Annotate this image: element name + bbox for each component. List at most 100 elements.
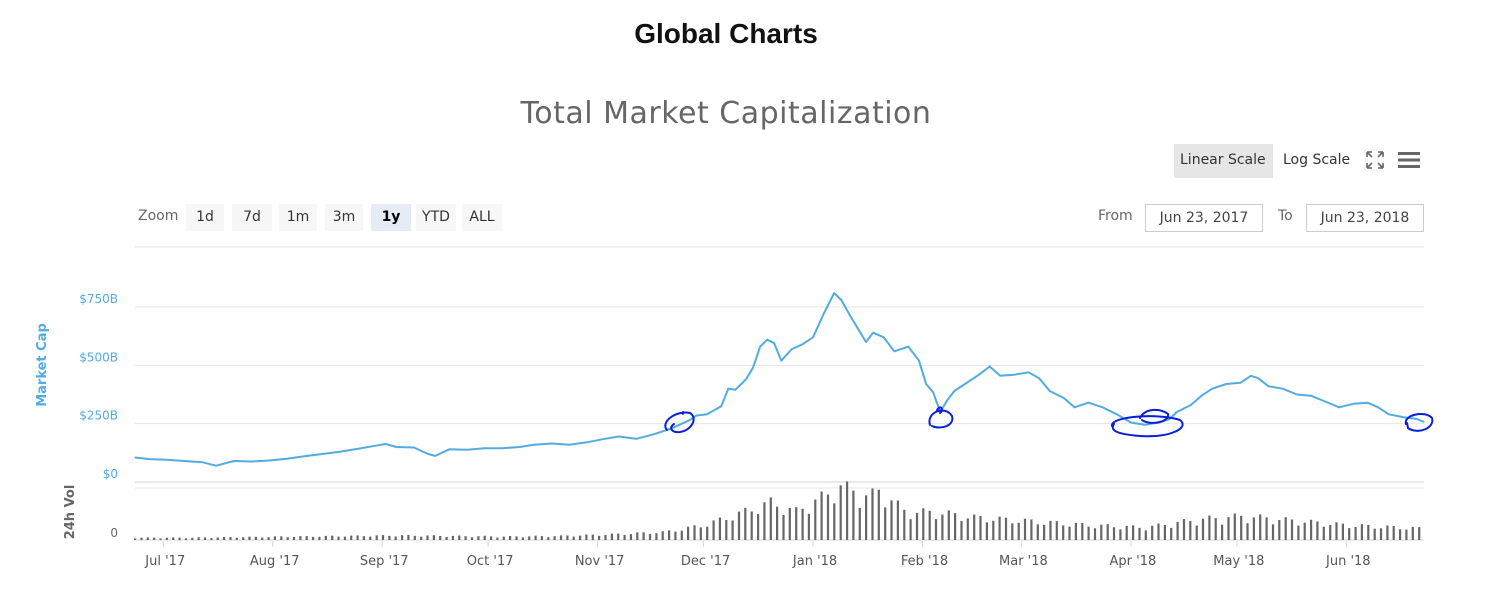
x-tick-label: Mar '18 [999, 554, 1048, 569]
volume-bar [966, 518, 969, 540]
log-scale-button[interactable]: Log Scale [1283, 152, 1351, 168]
zoom-button-ytd[interactable]: YTD [416, 204, 456, 231]
volume-bar [242, 537, 245, 540]
volume-bar [401, 535, 404, 540]
volume-bar [1074, 522, 1077, 540]
volume-bar [928, 510, 931, 540]
volume-bar [668, 530, 671, 540]
annotation-circle [1404, 413, 1434, 432]
range-from-input[interactable] [1145, 204, 1263, 232]
volume-bar [1259, 514, 1262, 540]
market-cap-point [586, 441, 588, 443]
volume-bar [833, 503, 836, 540]
x-tick-label: Feb '18 [901, 554, 948, 569]
market-cap-point [883, 336, 885, 338]
menu-icon[interactable] [1397, 150, 1421, 170]
x-tick-label: Jun '18 [1325, 554, 1371, 569]
fullscreen-icon[interactable] [1365, 150, 1385, 170]
volume-bar [1151, 525, 1154, 540]
volume-bar [979, 516, 982, 540]
market-cap-point [551, 442, 553, 445]
market-cap-point [745, 378, 747, 380]
volume-bar [763, 502, 766, 540]
linear-scale-button[interactable]: Linear Scale [1174, 144, 1273, 178]
market-cap-point [385, 443, 387, 445]
volume-bar [1392, 526, 1395, 540]
volume-bar [636, 532, 639, 540]
volume-bar [648, 533, 652, 540]
market-cap-point [374, 445, 376, 447]
volume-bar [680, 530, 683, 540]
volume-bar [496, 537, 499, 540]
market-cap-point [1423, 421, 1425, 423]
market-cap-point [618, 435, 620, 438]
market-cap-point [907, 346, 910, 348]
volume-bar [413, 535, 416, 540]
market-cap-point [501, 447, 503, 449]
market-cap-point [1388, 413, 1390, 415]
range-to-input[interactable] [1306, 204, 1424, 232]
market-cap-point [635, 438, 638, 440]
market-cap-point [1038, 377, 1040, 379]
volume-bar [362, 536, 365, 540]
volume-bar [757, 514, 760, 540]
volume-bar [934, 519, 938, 540]
volume-bar [1182, 519, 1186, 540]
volume-bar [337, 536, 340, 540]
market-cap-point [1239, 382, 1241, 384]
market-cap-point [1073, 406, 1075, 408]
volume-bar [661, 531, 664, 540]
volume-bar [585, 534, 588, 540]
volume-bar [839, 485, 842, 540]
market-cap-point [759, 346, 761, 348]
volume-bar [572, 536, 575, 540]
page-title: Global Charts [634, 18, 818, 49]
volume-bar [509, 536, 512, 540]
volume-bar [795, 507, 798, 540]
market-cap-point [706, 413, 708, 415]
volume-bar [502, 536, 505, 540]
y-tick-label: $500B [79, 350, 118, 364]
volume-bar [388, 535, 391, 540]
volume-bar [407, 534, 410, 540]
market-cap-point [727, 388, 729, 390]
volume-bar [960, 520, 963, 540]
market-cap-point [321, 453, 323, 455]
volume-bar [540, 536, 543, 540]
market-cap-point [448, 448, 450, 450]
volume-axis-title: 24h Vol [63, 485, 78, 540]
market-cap-point [1402, 416, 1404, 418]
market-cap-point [1130, 421, 1132, 424]
volume-bar [394, 536, 397, 540]
volume-bar [1329, 525, 1332, 540]
zoom-button-3m[interactable]: 3m [325, 204, 363, 231]
volume-bar [1271, 524, 1275, 540]
volume-bar [1036, 524, 1039, 540]
volume-bar [1290, 519, 1294, 540]
annotation-circle [664, 411, 695, 434]
volume-bar [216, 537, 219, 540]
zoom-button-all[interactable]: ALL [462, 204, 502, 231]
volume-bar [203, 537, 207, 540]
volume-bar [1278, 520, 1281, 540]
volume-bar [579, 535, 582, 540]
zoom-button-1m[interactable]: 1m [279, 204, 317, 231]
market-cap-point [953, 390, 955, 392]
market-cap-point [427, 453, 429, 455]
market-cap-point [865, 341, 867, 343]
zoom-button-1d[interactable]: 1d [186, 204, 224, 231]
volume-bar [693, 525, 696, 540]
zoom-button-7d[interactable]: 7d [232, 204, 272, 231]
volume-bar [420, 536, 423, 540]
volume-bar [1144, 530, 1147, 540]
volume-bar [591, 534, 594, 540]
volume-bar [1233, 513, 1236, 540]
volume-bar [356, 535, 359, 540]
volume-bar [432, 535, 435, 540]
market-cap-point [812, 336, 814, 338]
market-cap-point [688, 419, 691, 421]
x-tick-label: Nov '17 [575, 554, 625, 569]
market-cap-point [925, 383, 927, 385]
zoom-button-1y[interactable]: 1y [371, 204, 411, 231]
volume-bar [547, 537, 550, 540]
